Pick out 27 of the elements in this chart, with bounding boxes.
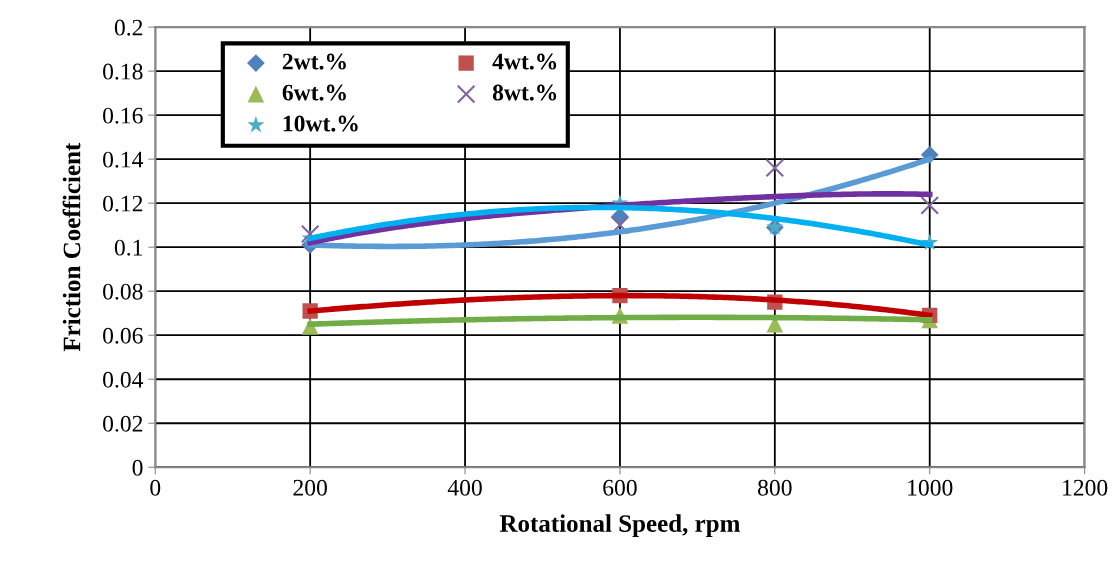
y-tick-label: 0.02: [103, 415, 143, 432]
y-tick-label: 0: [132, 459, 143, 476]
x-tick-label: 800: [758, 479, 792, 496]
y-tick-label: 0.16: [103, 107, 143, 124]
point: [920, 196, 940, 215]
y-tick-label: 0.2: [114, 19, 143, 36]
y-tick-label: 0.06: [103, 327, 143, 344]
x-tick-label: 600: [603, 479, 637, 496]
legend-label: 10wt.%: [283, 115, 358, 132]
x-tick-label: 1200: [1063, 479, 1108, 496]
legend-label: 4wt.%: [492, 53, 557, 70]
legend-label: 8wt.%: [492, 84, 557, 101]
x-tick-label: 200: [293, 479, 327, 496]
point: [765, 158, 785, 178]
y-tick-label: 0.12: [103, 195, 143, 212]
x-tick-label: 0: [150, 479, 161, 496]
x-axis-title: Rotational Speed, rpm: [499, 514, 740, 538]
x-tick-label: 400: [447, 479, 482, 496]
legend-label: 2wt.%: [282, 53, 346, 70]
y-axis-title: Friction Coefficient: [62, 142, 81, 352]
y-tick-label: 0.14: [103, 151, 144, 168]
y-tick-label: 0.04: [103, 371, 144, 388]
y-tick-label: 0.1: [114, 239, 143, 256]
legend-label: 6wt.%: [282, 84, 346, 101]
y-tick-label: 0.08: [103, 283, 143, 300]
y-tick-label: 0.18: [103, 63, 143, 80]
x-tick-label: 1000: [908, 479, 953, 496]
